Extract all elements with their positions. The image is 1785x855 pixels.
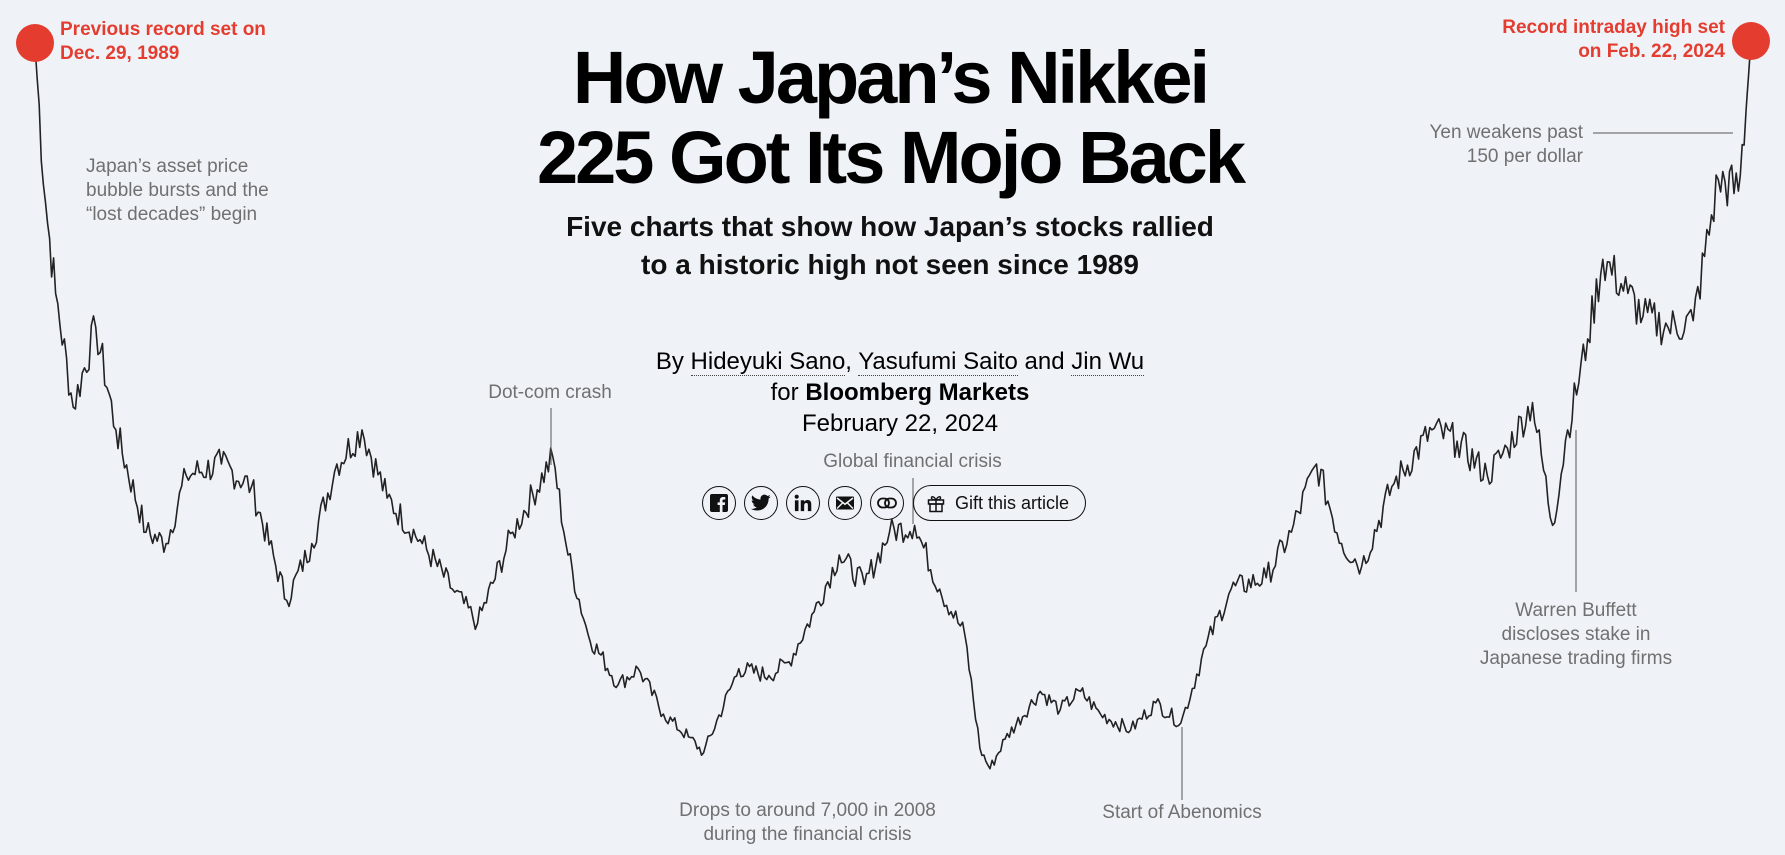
publish-date: February 22, 2024 <box>801 410 999 437</box>
author-link-sano[interactable]: Hideyuki Sano <box>690 348 846 376</box>
buffett-line2: discloses stake in <box>1501 624 1651 645</box>
previous-record-line1: Previous record set on <box>60 19 266 40</box>
buffett-line3: Japanese trading firms <box>1479 648 1673 669</box>
record-high-line1: Record intraday high set <box>1502 17 1725 38</box>
bubble-line2: bubble bursts and the <box>86 180 269 201</box>
author-link-saito[interactable]: Yasufumi Saito <box>858 348 1018 376</box>
linkedin-icon <box>794 494 812 512</box>
abenomics-annotation: Start of Abenomics <box>1062 801 1302 825</box>
previous-record-dot <box>16 24 54 62</box>
byline-and: and <box>1024 348 1065 375</box>
drops-line1: Drops to around 7,000 in 2008 <box>679 800 936 821</box>
previous-record-annotation: Previous record set on Dec. 29, 1989 <box>60 18 266 66</box>
share-facebook-button[interactable] <box>702 486 736 520</box>
drops-line2: during the financial crisis <box>703 824 912 845</box>
gift-icon <box>927 496 945 513</box>
title-line1: How Japan’s Nikkei <box>572 36 1210 119</box>
byline-publication: for Bloomberg Markets <box>590 377 1210 408</box>
share-bar: Gift this article <box>702 485 1087 521</box>
title-line2: 225 Got Its Mojo Back <box>537 116 1246 199</box>
nikkei-series-line <box>34 40 1752 770</box>
dotcom-annotation: Dot-com crash <box>450 381 650 405</box>
bubble-line1: Japan’s asset price <box>86 156 249 177</box>
abenomics-line1: Start of Abenomics <box>1102 802 1262 823</box>
link-icon <box>877 497 897 509</box>
copy-link-button[interactable] <box>870 486 904 520</box>
share-email-button[interactable] <box>828 486 862 520</box>
record-high-dot <box>1732 22 1770 60</box>
byline-for: for <box>770 379 799 406</box>
subtitle-line2: to a historic high not seen since 1989 <box>641 249 1139 280</box>
dotcom-line1: Dot-com crash <box>488 382 612 403</box>
share-twitter-button[interactable] <box>744 486 778 520</box>
yen-annotation: Yen weakens past 150 per dollar <box>1370 121 1583 169</box>
share-linkedin-button[interactable] <box>786 486 820 520</box>
gift-article-button[interactable]: Gift this article <box>913 485 1087 521</box>
previous-record-line2: Dec. 29, 1989 <box>60 43 180 64</box>
facebook-icon <box>710 494 728 512</box>
byline-separator: , <box>845 348 852 375</box>
bubble-annotation: Japan’s asset price bubble bursts and th… <box>86 155 269 227</box>
page-subtitle: Five charts that show how Japan’s stocks… <box>540 208 1240 284</box>
page-title: How Japan’s Nikkei 225 Got Its Mojo Back <box>440 38 1340 198</box>
byline-by: By <box>655 348 684 375</box>
yen-line1: Yen weakens past <box>1429 122 1583 143</box>
gfc-annotation: Global financial crisis <box>780 450 1045 474</box>
buffett-annotation: Warren Buffett discloses stake in Japane… <box>1436 599 1716 671</box>
gfc-line1: Global financial crisis <box>823 451 1002 472</box>
twitter-icon <box>751 494 771 511</box>
yen-line2: 150 per dollar <box>1466 146 1583 167</box>
buffett-line1: Warren Buffett <box>1515 600 1637 621</box>
author-link-wu[interactable]: Jin Wu <box>1071 348 1145 376</box>
byline-authors: By Hideyuki Sano, Yasufumi Saito and Jin… <box>590 346 1210 377</box>
bubble-line3: “lost decades” begin <box>86 204 258 225</box>
record-high-annotation: Record intraday high set on Feb. 22, 202… <box>1445 16 1725 64</box>
record-high-line2: on Feb. 22, 2024 <box>1578 41 1725 62</box>
byline: By Hideyuki Sano, Yasufumi Saito and Jin… <box>590 346 1210 439</box>
email-icon <box>836 496 854 510</box>
gift-article-label: Gift this article <box>955 492 1070 513</box>
drops-annotation: Drops to around 7,000 in 2008 during the… <box>630 799 985 847</box>
publication-name: Bloomberg Markets <box>805 379 1030 406</box>
subtitle-line1: Five charts that show how Japan’s stocks… <box>566 211 1214 242</box>
